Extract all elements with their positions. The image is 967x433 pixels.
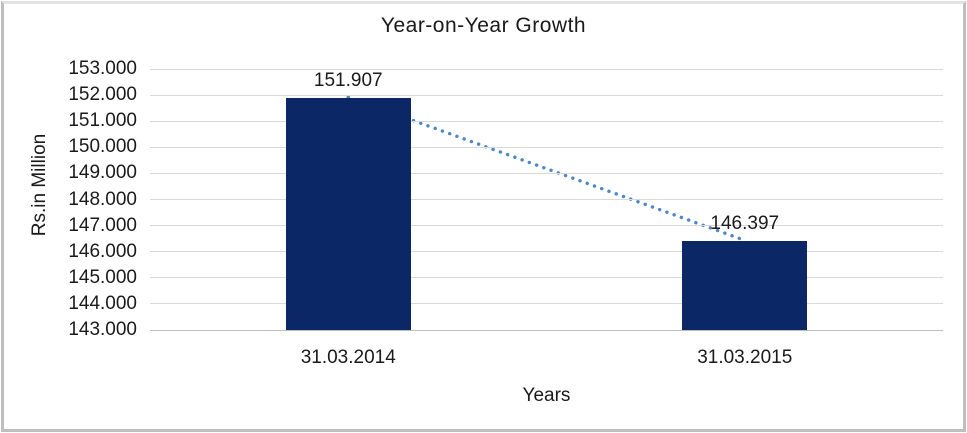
gridline bbox=[150, 251, 943, 253]
bar-31.03.2015 bbox=[682, 241, 808, 330]
y-tick-label: 144.000 bbox=[68, 292, 137, 314]
y-tick-label: 151.000 bbox=[68, 110, 137, 132]
data-label: 151.907 bbox=[313, 69, 383, 91]
gridline bbox=[150, 68, 943, 70]
y-tick-label: 147.000 bbox=[68, 214, 137, 236]
y-tick-label: 148.000 bbox=[68, 188, 137, 210]
gridline bbox=[150, 172, 943, 174]
data-label: 146.397 bbox=[710, 213, 780, 235]
gridline bbox=[150, 225, 943, 227]
gridline bbox=[150, 277, 943, 279]
bar-31.03.2014 bbox=[285, 97, 411, 330]
gridline bbox=[150, 199, 943, 200]
gridline bbox=[150, 146, 943, 148]
y-tick-label: 146.000 bbox=[68, 240, 137, 262]
y-tick-label: 143.000 bbox=[68, 319, 137, 340]
y-tick-label: 152.000 bbox=[68, 84, 137, 106]
x-axis-line bbox=[150, 329, 943, 331]
x-axis-title: Years bbox=[522, 385, 571, 406]
gridline bbox=[150, 120, 943, 122]
y-tick-label: 150.000 bbox=[68, 136, 137, 158]
y-tick-label: 153.000 bbox=[68, 58, 137, 79]
chart-title: Year-on-Year Growth bbox=[380, 14, 587, 37]
gridline bbox=[150, 94, 943, 96]
y-tick-label: 145.000 bbox=[68, 266, 137, 288]
category-label: 31.03.2015 bbox=[697, 347, 793, 368]
y-tick-label: 149.000 bbox=[68, 162, 137, 184]
gridline bbox=[150, 303, 943, 305]
category-label: 31.03.2014 bbox=[300, 347, 396, 368]
